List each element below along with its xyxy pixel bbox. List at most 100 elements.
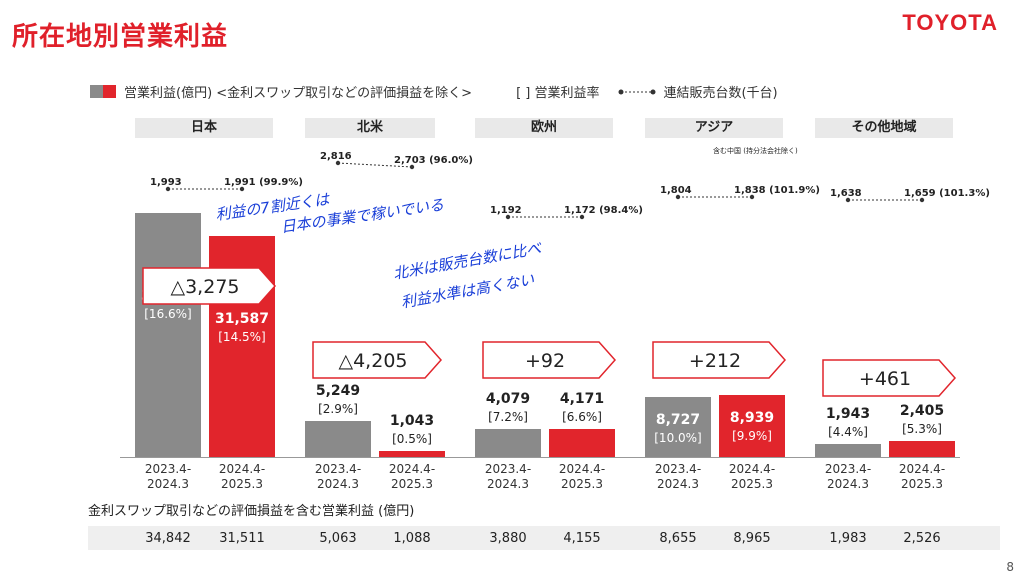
bar-value: 2,405 <box>899 403 945 420</box>
bottom-table-row <box>88 526 1000 550</box>
bottom-value: 2,526 <box>903 531 941 546</box>
bar-value-label: 4,171 [6.6%] <box>546 391 618 425</box>
bottom-value: 31,511 <box>219 531 265 546</box>
units-point <box>335 160 341 166</box>
toyota-logo: TOYOTA <box>902 10 998 35</box>
bar-value: 1,043 <box>389 412 435 429</box>
bar-prev <box>815 444 881 458</box>
legend-rate-label: [ ] 営業利益率 <box>516 86 600 101</box>
bottom-table-title: 金利スワップ取引などの評価損益を含む営業利益 (億円) <box>88 504 415 519</box>
page-number: 8 <box>1006 560 1014 574</box>
region-header: 北米 <box>305 118 435 138</box>
x-tick-label: 2023.4- 2024.3 <box>654 462 702 491</box>
x-tick-label: 2023.4- 2024.3 <box>484 462 532 491</box>
bar-value-label: 8,939 [9.9%] <box>716 410 788 444</box>
units-prev: 1,993 <box>150 177 182 188</box>
bar-value: 8,727 <box>655 411 701 428</box>
x-tick-label: 2024.4- 2025.3 <box>558 462 606 491</box>
bar-prev <box>305 421 371 458</box>
units-prev: 2,816 <box>320 151 352 162</box>
units-prev: 1,638 <box>830 188 862 199</box>
bar-value: 5,249 <box>315 383 361 400</box>
legend-swatch-prev <box>90 85 103 98</box>
bar-value-label: 5,249 [2.9%] <box>302 383 374 417</box>
units-curr: 1,659 (101.3%) <box>904 188 990 199</box>
units-point <box>165 186 171 192</box>
bottom-value: 8,965 <box>733 531 771 546</box>
units-point <box>409 164 415 170</box>
x-tick-label: 2024.4- 2025.3 <box>728 462 776 491</box>
change-arrow <box>482 341 617 379</box>
change-arrow <box>822 359 957 397</box>
chart-baseline <box>120 457 960 458</box>
bottom-value: 5,063 <box>319 531 357 546</box>
bar-rate: [16.6%] <box>144 307 192 321</box>
bar-rate: [4.4%] <box>828 425 868 440</box>
bar-prev <box>645 396 711 458</box>
bar-rate: [9.9%] <box>732 429 772 444</box>
bar-value-label: 1,943 [4.4%] <box>812 406 884 440</box>
bar-value: 31,587 <box>214 311 270 328</box>
bar-value: 8,939 <box>729 410 775 427</box>
page-title: 所在地別営業利益 <box>12 22 229 52</box>
change-arrow <box>142 267 277 305</box>
x-tick-label: 2024.4- 2025.3 <box>388 462 436 491</box>
bar-rate: [10.0%] <box>654 430 702 445</box>
units-curr: 1,172 (98.4%) <box>564 205 643 216</box>
units-point <box>749 194 755 200</box>
bar-rate: [5.3%] <box>902 422 942 437</box>
units-line <box>337 162 413 168</box>
bar-value: 1,943 <box>825 406 871 423</box>
bar-curr <box>379 450 445 458</box>
bottom-value: 1,088 <box>393 531 431 546</box>
change-arrow <box>652 341 787 379</box>
units-prev: 1,192 <box>490 205 522 216</box>
units-curr: 2,703 (96.0%) <box>394 155 473 166</box>
change-value: +212 <box>689 350 741 372</box>
units-point <box>919 197 925 203</box>
bottom-value: 1,983 <box>829 531 867 546</box>
bottom-value: 3,880 <box>489 531 527 546</box>
change-value: +92 <box>525 350 565 372</box>
region-header: その他地域 <box>815 118 953 138</box>
bar-value-label: 1,043 [0.5%] <box>376 413 448 447</box>
bar-value-label: 4,079 [7.2%] <box>472 391 544 425</box>
bottom-value: 4,155 <box>563 531 601 546</box>
bottom-value: 8,655 <box>659 531 697 546</box>
units-point <box>579 214 585 220</box>
chart-legend: 営業利益(億円) <金利スワップ取引などの評価損益を除く> [ ] 営業利益率 … <box>90 82 778 101</box>
x-tick-label: 2024.4- 2025.3 <box>218 462 266 491</box>
bar-value-label: 31,587 [14.5%] <box>206 311 278 345</box>
units-point <box>239 186 245 192</box>
bar-rate: [14.5%] <box>218 330 266 345</box>
bar-rate: [6.6%] <box>562 409 602 424</box>
bar-curr <box>889 441 955 458</box>
region-header: 欧州 <box>475 118 613 138</box>
units-point <box>505 214 511 220</box>
change-value: +461 <box>859 368 911 390</box>
bar-curr <box>719 395 785 458</box>
x-tick-label: 2023.4- 2024.3 <box>144 462 192 491</box>
legend-line-icon <box>618 89 656 94</box>
x-tick-label: 2023.4- 2024.3 <box>314 462 362 491</box>
x-tick-label: 2023.4- 2024.3 <box>824 462 872 491</box>
bar-rate: [0.5%] <box>392 431 432 446</box>
bar-rate: [7.2%] <box>488 410 528 425</box>
x-tick-label: 2024.4- 2025.3 <box>898 462 946 491</box>
change-arrow <box>312 341 443 379</box>
bar-value: 4,079 <box>485 391 531 408</box>
units-curr: 1,991 (99.9%) <box>224 177 303 188</box>
bar-curr <box>549 428 615 458</box>
legend-swatch-curr <box>103 85 116 98</box>
bar-value-label: 2,405 [5.3%] <box>886 403 958 437</box>
region-header: 日本 <box>135 118 273 138</box>
asia-note: 含む中国 (持分法会社除く) <box>713 147 798 155</box>
units-prev: 1,804 <box>660 185 692 196</box>
change-value: △4,205 <box>338 350 407 372</box>
legend-bar-label: 営業利益(億円) <金利スワップ取引などの評価損益を除く> <box>124 86 473 101</box>
units-curr: 1,838 (101.9%) <box>734 185 820 196</box>
legend-line-label: 連結販売台数(千台) <box>663 86 778 101</box>
region-header: アジア <box>645 118 783 138</box>
bar-value-label: 8,727 [10.0%] <box>642 412 714 446</box>
